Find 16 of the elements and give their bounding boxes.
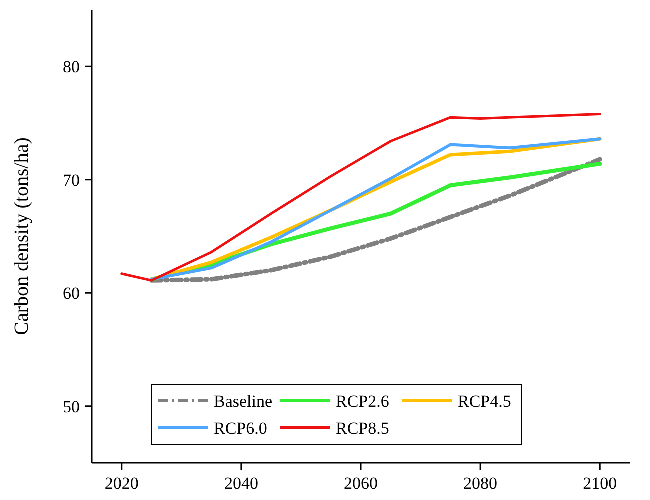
x-tick-label: 2020 [104, 474, 139, 493]
y-tick-label: 50 [63, 397, 80, 416]
x-tick-label: 2060 [344, 474, 378, 493]
line-series [120, 112, 602, 282]
y-axis-title: Carbon density (tons/ha) [11, 138, 33, 336]
x-tick-label: 2100 [583, 474, 618, 493]
x-tick-label: 2080 [464, 474, 498, 493]
legend-label: RCP6.0 [214, 418, 268, 438]
x-tick-label: 2040 [224, 474, 258, 493]
legend-label: Baseline [214, 392, 273, 411]
y-tick-label: 70 [63, 170, 80, 190]
legend-label: RCP8.5 [336, 418, 390, 438]
legend-label: RCP2.6 [336, 392, 390, 411]
y-tick-label: 80 [63, 58, 80, 77]
legend-label: RCP4.5 [458, 392, 512, 411]
y-tick-label: 60 [63, 284, 80, 304]
